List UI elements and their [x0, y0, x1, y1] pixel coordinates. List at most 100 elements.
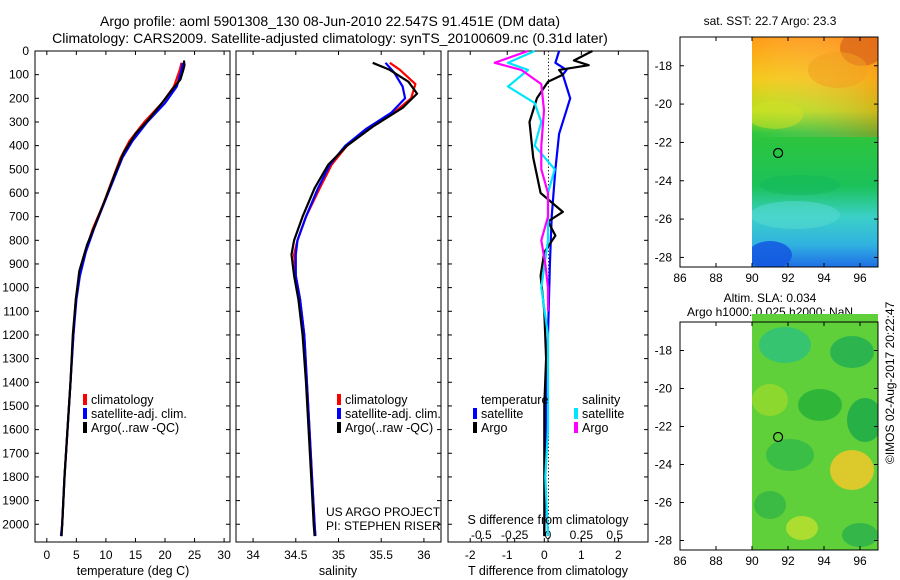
legend-t-satellite-swatch: [473, 408, 477, 419]
difference-line-blue: [543, 50, 572, 537]
depth-tick-label: 500: [9, 162, 29, 176]
temperature-tick-label: 25: [188, 548, 202, 562]
depth-tick-label: 700: [9, 210, 29, 224]
legend-climatology-label: climatology: [91, 393, 154, 407]
t-difference-tick-label: 0: [541, 548, 548, 562]
depth-tick-label: 1400: [2, 375, 29, 389]
map-lat-label: -18: [655, 59, 673, 73]
legend-satellite-swatch: [83, 408, 87, 419]
depth-tick-label: 1000: [2, 281, 29, 295]
difference-x-axis: -2 -1 0 1 2-0.5 -0.25 0 0.25 0.5: [465, 51, 623, 562]
sla-patch: [842, 523, 878, 547]
salinity-tick-label: 35.5: [370, 548, 394, 562]
temperature-tick-label: 15: [129, 548, 143, 562]
s-difference-label: S difference from climatology: [468, 513, 630, 527]
imos-timestamp: ©IMOS 02-Aug-2017 20:22:47: [883, 301, 897, 464]
s-difference-tick-label: -0.5: [471, 528, 492, 542]
legend-salinity-header: salinity: [582, 393, 621, 407]
difference-lines: [493, 49, 593, 537]
map-lat-label: -28: [655, 534, 673, 548]
sla-patch: [786, 516, 818, 540]
map-lon-label: 96: [853, 271, 867, 285]
title-line-2: Climatology: CARS2009. Satellite-adjuste…: [52, 30, 608, 46]
depth-tick-label: 200: [9, 91, 29, 105]
legend-temperature-header: temperature: [481, 393, 548, 407]
temperature-plot-frame: [34, 50, 231, 543]
s-difference-tick-label: 0.25: [570, 528, 594, 542]
legend-t-argo-label: Argo: [481, 421, 507, 435]
map-lon-label: 96: [853, 554, 867, 568]
salinity-x-axis: 34 34.5 35 35.5 36: [246, 51, 431, 562]
legend-argo-swatch: [337, 422, 341, 433]
legend-climatology-swatch: [337, 394, 341, 405]
legend-argo-label: Argo(..raw -QC): [91, 421, 179, 435]
legend-satellite-swatch: [337, 408, 341, 419]
sst-map-frame: [679, 36, 879, 268]
temperature-x-label: temperature (deg C): [77, 564, 190, 578]
depth-tick-label: 900: [9, 257, 29, 271]
legend-s-satellite-label: satellite: [582, 407, 624, 421]
temperature-tick-label: 10: [99, 548, 113, 562]
depth-tick-label: 1800: [2, 470, 29, 484]
sla-argo-location-marker: [772, 431, 784, 443]
map-lon-label: 86: [673, 271, 687, 285]
sst-map-title: sat. SST: 22.7 Argo: 23.3: [704, 14, 837, 28]
t-difference-tick-label: 1: [578, 548, 585, 562]
map-lon-label: 90: [745, 271, 759, 285]
sla-patch: [754, 491, 786, 519]
difference-panel: -2 -1 0 1 2-0.5 -0.25 0 0.25 0.5 S difference fr…: [447, 49, 649, 578]
legend-satellite-label: satellite-adj. clim.: [91, 407, 187, 421]
depth-tick-label: 1700: [2, 446, 29, 460]
salinity-tick-label: 35: [332, 548, 346, 562]
map-lat-label: -22: [655, 135, 673, 149]
title-line-1: Argo profile: aoml 5901308_130 08-Jun-20…: [100, 13, 560, 29]
map-lon-label: 94: [817, 271, 831, 285]
depth-tick-label: 0: [22, 44, 29, 58]
difference-line-magenta: [493, 49, 550, 312]
temperature-tick-label: 20: [158, 548, 172, 562]
depth-tick-label: 1900: [2, 494, 29, 508]
legend-t-satellite-label: satellite: [481, 407, 523, 421]
map-lon-label: 92: [781, 271, 795, 285]
t-difference-tick-label: -1: [502, 548, 513, 562]
legend-argo-label: Argo(..raw -QC): [345, 421, 433, 435]
depth-tick-label: 300: [9, 115, 29, 129]
legend-s-argo-label: Argo: [582, 421, 608, 435]
map-lon-label: 88: [709, 271, 723, 285]
depth-tick-label: 800: [9, 233, 29, 247]
map-lat-label: -20: [655, 382, 673, 396]
map-lat-label: -24: [655, 458, 673, 472]
sst-heatmap: [752, 37, 878, 267]
map-lat-label: -20: [655, 97, 673, 111]
sst-argo-location-marker: [772, 147, 784, 159]
series-line-black: [60, 60, 186, 537]
legend-s-argo-swatch: [574, 422, 578, 433]
salinity-y-ticks: [236, 50, 441, 525]
sst-warm-patch-2: [808, 52, 868, 88]
t-difference-tick-label: 2: [615, 548, 622, 562]
pi-label: PI: STEPHEN RISER: [326, 519, 441, 533]
depth-tick-label: 1500: [2, 399, 29, 413]
difference-line-cyan: [506, 49, 556, 537]
temperature-tick-label: 5: [73, 548, 80, 562]
sst-green-patch: [760, 175, 840, 195]
depth-tick-label: 1200: [2, 328, 29, 342]
depth-tick-label: 1600: [2, 423, 29, 437]
project-label: US ARGO PROJECT: [326, 505, 441, 519]
sla-yellow-patch: [830, 450, 874, 490]
map-lat-label: -28: [655, 250, 673, 264]
t-difference-label: T difference from climatology: [468, 564, 629, 578]
temperature-legend: climatology satellite-adj. clim. Argo(..…: [83, 393, 187, 435]
salinity-tick-label: 36: [417, 548, 431, 562]
salinity-tick-label: 34.5: [284, 548, 308, 562]
map-lat-label: -26: [655, 212, 673, 226]
legend-argo-swatch: [83, 422, 87, 433]
depth-tick-label: 1100: [3, 304, 29, 318]
salinity-tick-label: 34: [246, 548, 260, 562]
map-lon-label: 94: [817, 554, 831, 568]
map-lon-label: 86: [673, 554, 687, 568]
sst-map-axes: 86 88 90 92 94 96 -18 -20 -22 -24 -26 -28: [655, 37, 878, 285]
depth-tick-label: 400: [9, 139, 29, 153]
temperature-panel: 0100200300400500600700800900100011001200…: [2, 44, 231, 578]
